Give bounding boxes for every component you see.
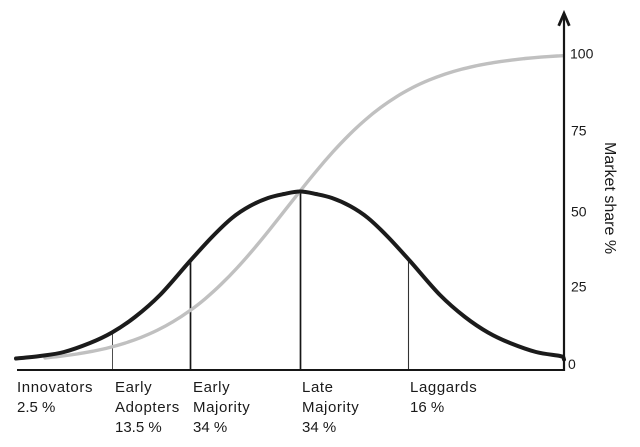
svg-text:100: 100 [570, 46, 594, 62]
svg-text:Late: Late [302, 379, 334, 396]
svg-text:Innovators: Innovators [17, 379, 93, 396]
svg-text:16 %: 16 % [410, 399, 444, 416]
svg-text:Laggards: Laggards [410, 379, 477, 396]
svg-text:34 %: 34 % [193, 419, 227, 436]
svg-text:Adopters: Adopters [115, 399, 180, 416]
svg-text:75: 75 [571, 123, 587, 139]
svg-text:Market share %: Market share % [601, 142, 618, 254]
svg-text:50: 50 [571, 204, 587, 220]
svg-text:13.5 %: 13.5 % [115, 419, 162, 436]
svg-text:2.5 %: 2.5 % [17, 399, 55, 416]
svg-text:Early: Early [193, 379, 230, 396]
svg-text:Majority: Majority [302, 399, 359, 416]
svg-text:25: 25 [571, 279, 587, 295]
svg-text:0: 0 [568, 356, 576, 372]
svg-text:Early: Early [115, 379, 152, 396]
svg-text:Majority: Majority [193, 399, 250, 416]
svg-text:34 %: 34 % [302, 419, 336, 436]
